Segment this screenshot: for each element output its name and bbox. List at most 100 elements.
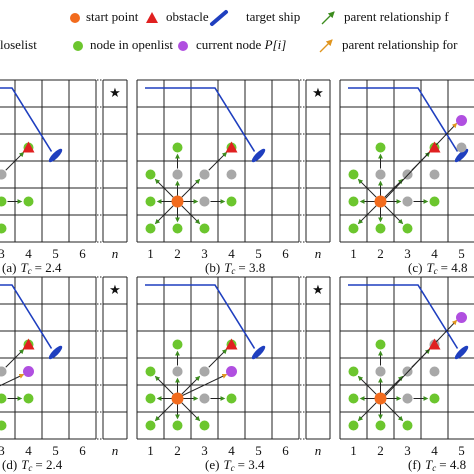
openlist-node: [172, 142, 183, 153]
openlist-node: [145, 420, 156, 431]
legend-obstacle-icon: [146, 12, 158, 23]
caption-prefix: (c): [408, 260, 422, 275]
column-label: 5: [52, 443, 59, 458]
target-ship-track: [0, 87, 53, 152]
openlist-node: [402, 223, 413, 234]
caption-rest: = 4.8: [441, 260, 468, 275]
target-ship: [251, 345, 266, 360]
column-label: 3: [404, 443, 411, 458]
current-node: [456, 115, 467, 126]
panel: ★ 1 2 3 4 5 6 n (e) Tc = 3.4: [136, 276, 331, 473]
caption-rest: = 3.4: [238, 457, 265, 472]
closelist-arrow: [182, 374, 228, 396]
parent-arrow: [384, 205, 404, 225]
caption-var: T: [224, 260, 232, 275]
column-label: 1: [350, 443, 357, 458]
openlist-node: [375, 339, 386, 350]
target-ship: [454, 345, 469, 360]
legend-label: parent relationship for: [342, 37, 458, 52]
column-label: 4: [228, 443, 235, 458]
target-ship-track: [145, 87, 256, 152]
legend-current-icon: [178, 41, 188, 51]
column-label: 3: [201, 246, 208, 261]
closelist-node: [0, 366, 7, 377]
openlist-node: [348, 223, 359, 234]
legend-arrow-icon: [321, 11, 335, 25]
caption-sub: c: [28, 463, 32, 473]
target-ship: [251, 148, 266, 163]
legend-text: current node: [196, 37, 262, 52]
obstacle: [428, 141, 441, 153]
target-ship-track: [348, 284, 459, 349]
column-label: 5: [458, 246, 465, 261]
column-label: 1: [147, 246, 154, 261]
parent-arrow: [5, 348, 25, 368]
closelist-node: [402, 393, 413, 404]
target-ship: [454, 148, 469, 163]
legend-label: obstacle: [166, 9, 209, 24]
panel: ★ 1 2 3 4 5 6 n (b) Tc = 3.8: [136, 79, 331, 276]
caption-var: T: [20, 260, 28, 275]
closelist-node: [456, 142, 467, 153]
closelist-node: [375, 169, 386, 180]
obstacle: [428, 338, 441, 350]
target-ship-track: [0, 284, 53, 349]
closelist-arrow: [385, 319, 458, 396]
caption-rest: = 2.4: [35, 457, 62, 472]
parent-arrow: [181, 375, 201, 395]
legend-start-icon: [70, 13, 80, 23]
column-label: 2: [377, 443, 384, 458]
openlist-node: [226, 393, 237, 404]
column-label: n: [112, 443, 119, 458]
start-point: [374, 195, 387, 208]
closelist-node: [172, 366, 183, 377]
parent-arrow: [154, 205, 174, 225]
openlist-node: [172, 339, 183, 350]
legend-label: target ship: [246, 9, 300, 24]
parent-arrow: [181, 402, 201, 422]
closelist-node: [199, 169, 210, 180]
openlist-node: [348, 366, 359, 377]
star: ★: [312, 282, 324, 297]
closelist-node: [0, 169, 7, 180]
parent-arrow: [384, 402, 404, 422]
openlist-node: [145, 366, 156, 377]
legend-symbol: P[i]: [264, 37, 287, 52]
caption-var: T: [223, 457, 231, 472]
parent-arrow: [154, 375, 174, 395]
start-point: [171, 195, 184, 208]
parent-arrow: [357, 178, 377, 198]
closelist-node: [199, 393, 210, 404]
openlist-node: [375, 223, 386, 234]
column-label: 6: [282, 246, 289, 261]
caption-var: T: [426, 260, 434, 275]
openlist-node: [0, 223, 7, 234]
openlist-node: [348, 196, 359, 207]
legend-label: loselist: [0, 37, 37, 52]
closelist-node: [199, 196, 210, 207]
legend-open-icon: [73, 41, 83, 51]
openlist-node: [375, 142, 386, 153]
openlist-node: [0, 393, 7, 404]
column-label: n: [315, 443, 322, 458]
parent-arrow: [384, 375, 404, 395]
column-label: 4: [228, 246, 235, 261]
openlist-node: [172, 223, 183, 234]
legend: start point obstacle target ship parent …: [0, 9, 458, 53]
legend-label: start point: [86, 9, 139, 24]
obstacle: [22, 338, 35, 350]
openlist-node: [0, 196, 7, 207]
column-label: 5: [52, 246, 59, 261]
parent-arrow: [357, 402, 377, 422]
parent-arrow: [357, 375, 377, 395]
legend-label: current node P[i]: [196, 37, 286, 52]
target-ship: [48, 148, 63, 163]
closelist-node: [199, 366, 210, 377]
caption-sub: c: [231, 463, 235, 473]
parent-arrow: [181, 205, 201, 225]
legend-label: parent relationship f: [344, 9, 449, 24]
